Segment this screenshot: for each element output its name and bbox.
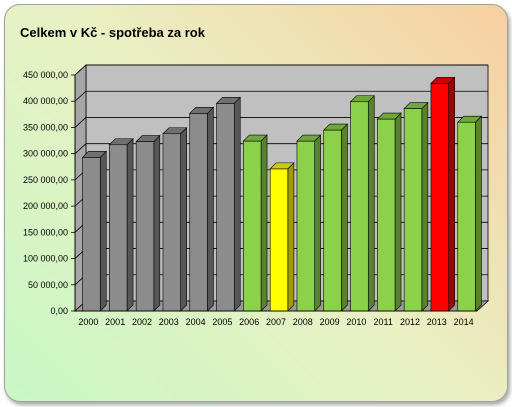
bar-2003 xyxy=(162,133,181,312)
x-tick-label: 2001 xyxy=(105,317,125,327)
y-tick-label: 250 000,00 xyxy=(23,175,68,185)
bar-2009-side xyxy=(341,123,348,312)
bar-2001 xyxy=(109,144,128,312)
bar-2004-top xyxy=(189,106,215,114)
bar-2000-side xyxy=(99,150,107,312)
x-tick-label: 2005 xyxy=(212,317,232,327)
bar-2006-side xyxy=(260,134,268,312)
bar-2005 xyxy=(216,103,235,312)
bar-2012 xyxy=(403,108,423,312)
x-tick-label: 2012 xyxy=(400,317,420,327)
bar-2002-side xyxy=(153,134,161,312)
bar-2000 xyxy=(82,157,101,312)
bar-2006-top xyxy=(242,134,268,142)
y-tick-label: 50 000,00 xyxy=(28,280,68,290)
x-tick-label: 2002 xyxy=(132,317,152,327)
bar-2002 xyxy=(135,141,155,312)
bar-2001-top xyxy=(108,138,134,146)
x-tick-label: 2010 xyxy=(346,317,366,327)
y-tick-label: 100 000,00 xyxy=(23,254,68,264)
bar-2009 xyxy=(323,129,342,312)
gridline xyxy=(74,64,488,76)
bar-2012-top xyxy=(403,102,429,109)
bar-2001-side xyxy=(126,138,134,312)
bar-2011-top xyxy=(376,112,402,120)
y-tick-label: 200 000,00 xyxy=(23,201,68,211)
bar-2011-side xyxy=(394,112,402,312)
bar-2011 xyxy=(377,118,396,312)
bar-2014-side xyxy=(475,115,482,312)
bar-2005-side xyxy=(233,96,241,312)
x-tick-label: 2000 xyxy=(78,317,98,327)
bar-2003-side xyxy=(180,127,187,312)
y-tick-label: 350 000,00 xyxy=(23,122,68,132)
bar-2010-side xyxy=(367,95,375,312)
bar-2013-top xyxy=(430,77,456,84)
bar-2007 xyxy=(269,168,289,312)
bar-2008-top xyxy=(296,134,322,142)
bar-2006 xyxy=(243,140,262,312)
y-tick-label: 0,00 xyxy=(50,306,68,316)
x-tick-label: 2007 xyxy=(266,317,286,327)
bar-2009-top xyxy=(323,123,349,131)
bar-2014 xyxy=(457,121,476,312)
bar-2013-side xyxy=(448,76,455,312)
bar-2004-side xyxy=(207,106,214,312)
x-tick-label: 2009 xyxy=(320,317,340,327)
y-tick-label: 300 000,00 xyxy=(23,149,68,159)
x-tick-label: 2013 xyxy=(427,317,447,327)
chart-title: Celkem v Kč - spotřeba za rok xyxy=(20,25,205,40)
bar-2005-top xyxy=(215,97,241,104)
bar-2010-top xyxy=(349,95,375,103)
bar-2000-top xyxy=(81,151,107,158)
x-tick-label: 2014 xyxy=(454,317,474,327)
bar-2014-top xyxy=(457,115,483,123)
bar-2012-side xyxy=(421,101,429,312)
bar-2007-side xyxy=(287,162,295,312)
bar-2008 xyxy=(296,140,315,312)
x-tick-label: 2006 xyxy=(239,317,259,327)
bar-2013 xyxy=(430,83,449,312)
gridline xyxy=(74,90,488,102)
y-tick-label: 150 000,00 xyxy=(23,227,68,237)
bar-2004 xyxy=(189,112,208,312)
bar-2010 xyxy=(350,101,369,312)
x-tick-label: 2011 xyxy=(374,317,393,327)
bar-2007-top xyxy=(269,162,295,170)
y-tick-label: 450 000,00 xyxy=(23,70,68,80)
bar-2003-top xyxy=(162,127,188,135)
x-tick-label: 2004 xyxy=(186,317,206,327)
x-tick-label: 2003 xyxy=(159,317,179,327)
x-tick-label: 2008 xyxy=(293,317,313,327)
bar-2002-top xyxy=(135,135,161,142)
y-tick-label: 400 000,00 xyxy=(23,96,68,106)
bar-2008-side xyxy=(314,134,321,312)
